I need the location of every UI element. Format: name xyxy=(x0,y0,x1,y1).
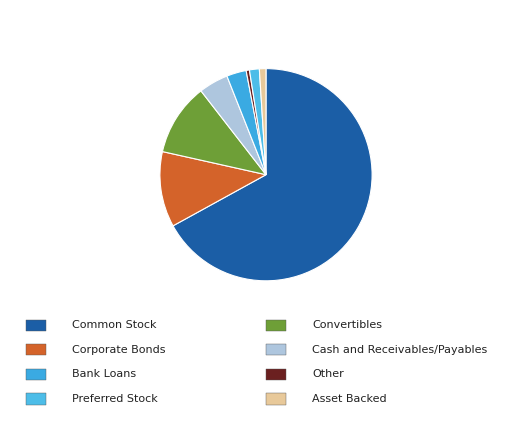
Wedge shape xyxy=(259,69,266,175)
Wedge shape xyxy=(162,91,266,175)
FancyBboxPatch shape xyxy=(26,320,46,331)
FancyBboxPatch shape xyxy=(26,393,46,405)
Text: Other: Other xyxy=(312,369,344,379)
FancyBboxPatch shape xyxy=(26,344,46,355)
Text: ASSET ALLOCATION: ASSET ALLOCATION xyxy=(14,17,180,32)
Text: Preferred Stock: Preferred Stock xyxy=(72,394,158,404)
Wedge shape xyxy=(173,69,372,281)
Text: Common Stock: Common Stock xyxy=(72,320,156,330)
Text: Asset Backed: Asset Backed xyxy=(312,394,387,404)
Text: Convertibles: Convertibles xyxy=(312,320,382,330)
FancyBboxPatch shape xyxy=(266,393,286,405)
Text: Corporate Bonds: Corporate Bonds xyxy=(72,345,165,355)
FancyBboxPatch shape xyxy=(266,369,286,380)
Text: Bank Loans: Bank Loans xyxy=(72,369,136,379)
Text: As of 3/31/24: As of 3/31/24 xyxy=(415,18,518,32)
Wedge shape xyxy=(160,152,266,226)
FancyBboxPatch shape xyxy=(266,320,286,331)
FancyBboxPatch shape xyxy=(266,344,286,355)
FancyBboxPatch shape xyxy=(26,369,46,380)
Wedge shape xyxy=(201,76,266,175)
Wedge shape xyxy=(227,70,266,175)
Wedge shape xyxy=(246,70,266,175)
Wedge shape xyxy=(250,69,266,175)
Text: Cash and Receivables/Payables: Cash and Receivables/Payables xyxy=(312,345,487,355)
